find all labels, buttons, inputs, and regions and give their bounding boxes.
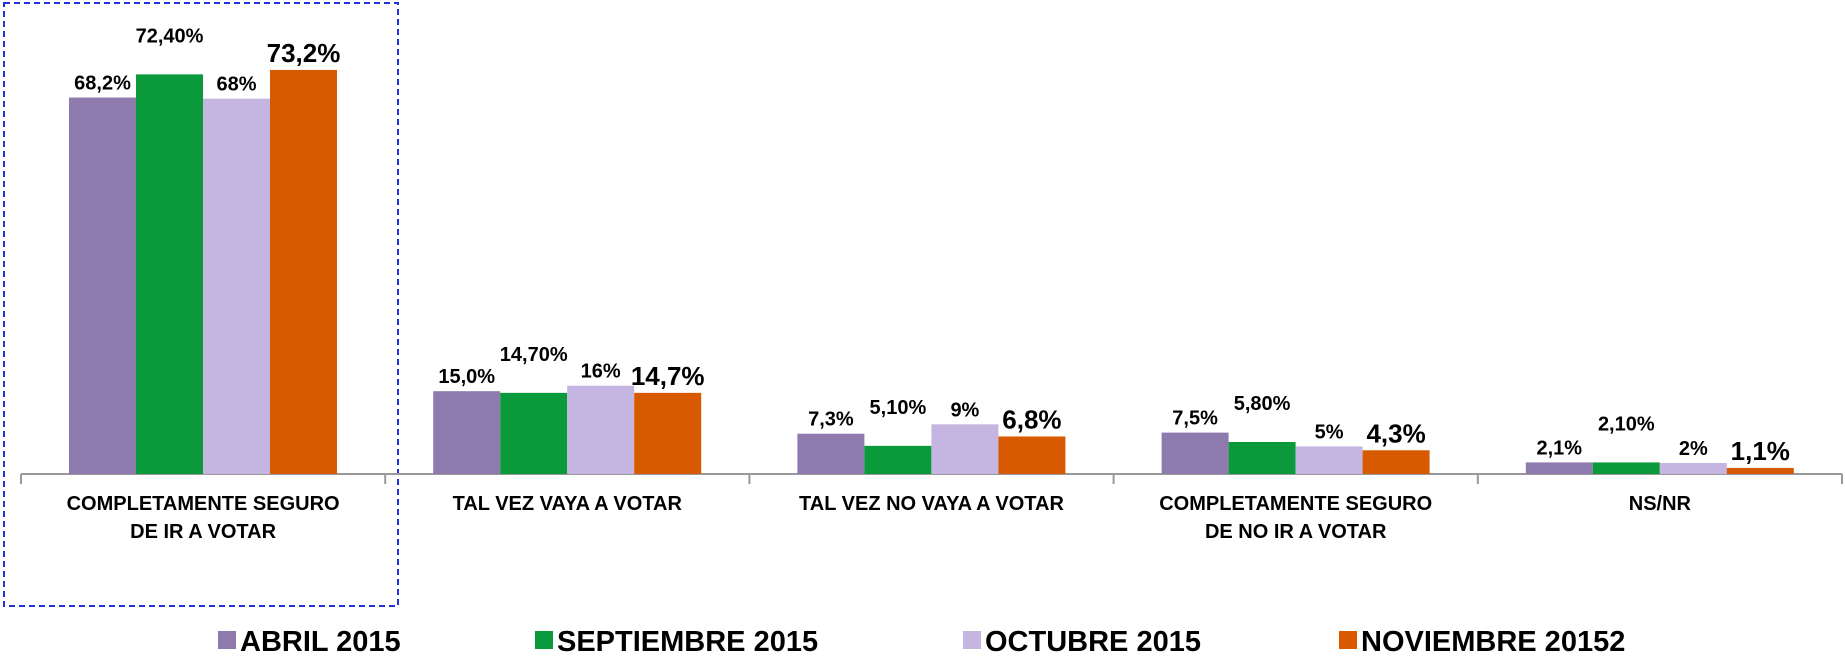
x-tick-label-box: TAL VEZ NO VAYA A VOTAR [799,493,1064,515]
x-tick-label-box: COMPLETAMENTE SEGURO DE IR A VOTAR [66,493,340,543]
value-label: 14,7% [631,361,705,391]
x-tick-label-box: NS/NR [1628,493,1691,515]
bar [136,74,203,475]
value-label: 6,8% [1002,404,1061,434]
bar [1295,446,1363,474]
legend-label: SEPTIEMBRE 2015 [557,626,818,658]
bar [500,392,568,474]
bar [864,445,932,474]
bar [1161,432,1229,474]
value-label: 7,3% [808,409,854,431]
bar [69,97,136,474]
legend-swatch [218,631,236,649]
value-label: 5% [1315,421,1344,443]
value-label: 4,3% [1366,418,1425,448]
x-tick-label: TAL VEZ NO VAYA A VOTAR [799,493,1064,515]
value-label: 2,10% [1598,413,1655,435]
bar [1228,441,1296,474]
value-label: 73,2% [267,38,341,68]
bar [1592,462,1660,474]
bar [203,98,270,474]
legend-label: NOVIEMBRE 20152 [1361,626,1625,658]
selection-box [3,2,399,607]
x-tick-label: COMPLETAMENTE SEGURO DE IR A VOTAR [66,493,340,543]
bar [1726,467,1794,474]
value-label: 9% [950,399,979,421]
value-label: 68% [216,74,256,96]
bar [634,392,702,474]
value-label: 68,2% [74,73,131,95]
bar [1362,450,1430,474]
value-label: 72,40% [136,25,204,47]
bar [931,424,999,474]
x-tick-label-box: TAL VEZ VAYA A VOTAR [452,493,682,515]
x-tick-label: TAL VEZ VAYA A VOTAR [452,493,682,515]
x-tick-label: COMPLETAMENTE SEGURO DE NO IR A VOTAR [1159,493,1433,543]
bar [998,436,1066,474]
value-label: 2,1% [1537,437,1583,459]
bar [270,69,337,474]
bar [1659,462,1727,474]
legend-label: ABRIL 2015 [240,626,401,658]
value-label: 2% [1679,438,1708,460]
bar [433,391,501,474]
value-label: 7,5% [1172,408,1218,430]
legend-swatch [535,631,553,649]
bar [567,385,635,474]
legend-swatch [1339,631,1357,649]
value-label: 14,70% [500,344,568,366]
x-tick-label-box: COMPLETAMENTE SEGURO DE NO IR A VOTAR [1159,493,1433,543]
legend-swatch [963,631,981,649]
value-label: 1,1% [1731,436,1790,466]
bar [1525,462,1593,474]
legend-label: OCTUBRE 2015 [985,626,1201,658]
value-label: 5,10% [870,397,927,419]
value-label: 16% [581,361,621,383]
value-label: 15,0% [438,366,495,388]
bar [797,433,865,474]
value-label: 5,80% [1234,393,1291,415]
x-tick-label: NS/NR [1628,493,1691,515]
